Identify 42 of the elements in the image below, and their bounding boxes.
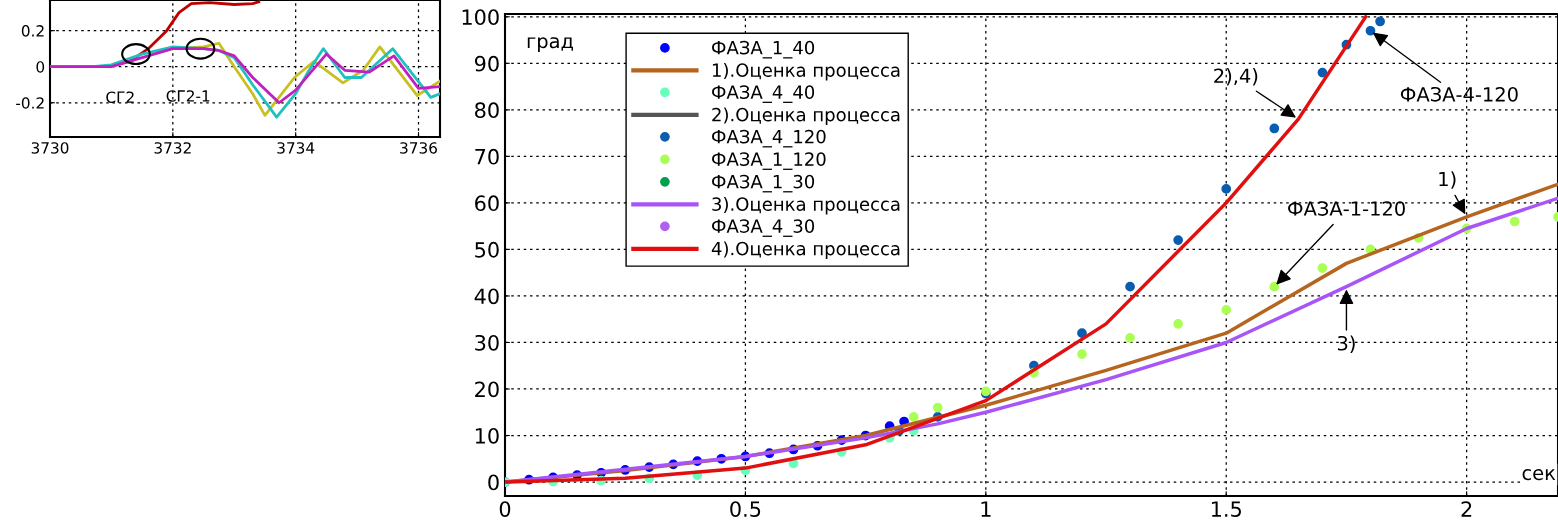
y-tick-label: -0.2 (16, 97, 44, 109)
x-tick-label: 3734 (277, 142, 315, 154)
legend-label: 4).Оценка процесса (711, 241, 900, 259)
y-tick-label: 90 (474, 55, 499, 72)
legend-label: ФАЗА_1_120 (712, 152, 826, 170)
x-axis-title: сек (1522, 469, 1556, 481)
legend-label: 3).Оценка процесса (712, 196, 900, 215)
annotation: ФАЗА-1-120 (1288, 201, 1405, 216)
annotation: СГ2 (106, 91, 134, 103)
y-tick-label: 50 (475, 241, 499, 258)
y-tick-label: 60 (475, 195, 499, 212)
y-tick-label: 0 (488, 474, 499, 491)
y-tick-label: 10 (475, 427, 499, 444)
x-tick-label: 0.5 (730, 501, 761, 517)
x-tick-label: 1.5 (1211, 501, 1241, 517)
x-tick-label: 0 (499, 501, 511, 517)
x-tick-label: 3730 (31, 142, 69, 154)
y-tick-label: 100 (462, 9, 499, 25)
y-tick-label: 40 (474, 288, 499, 305)
y-tick-label: 20 (475, 381, 499, 398)
annotation: ФАЗА-4-120 (1400, 86, 1518, 102)
y-axis-title: град (527, 37, 573, 53)
x-tick-label: 2 (1461, 501, 1472, 517)
annotation: 2),4) (1214, 68, 1258, 86)
annotation: СГ2-1 (166, 90, 210, 102)
y-tick-label: 80 (475, 102, 499, 119)
legend-label: ФАЗА_4_120 (712, 129, 826, 148)
annotation: 1) (1439, 171, 1456, 189)
legend-label: 2).Оценка процесса (712, 107, 900, 125)
x-tick-label: 1 (981, 501, 991, 517)
legend-label: 1).Оценка процесса (712, 63, 900, 81)
legend-label: ФАЗА_4_40 (712, 85, 815, 103)
x-tick-label: 3732 (154, 142, 191, 154)
annotation: 3) (1337, 335, 1355, 353)
y-tick-label: 30 (475, 334, 499, 351)
y-tick-label: 70 (475, 148, 499, 165)
y-tick-label: 0.2 (21, 25, 44, 37)
legend-label: ФАЗА_4_30 (712, 219, 815, 237)
y-tick-label: 0 (36, 61, 45, 73)
legend-label: ФАЗА_1_40 (712, 40, 815, 59)
legend-label: ФАЗА_1_30 (712, 174, 815, 193)
x-tick-label: 3736 (400, 142, 437, 154)
